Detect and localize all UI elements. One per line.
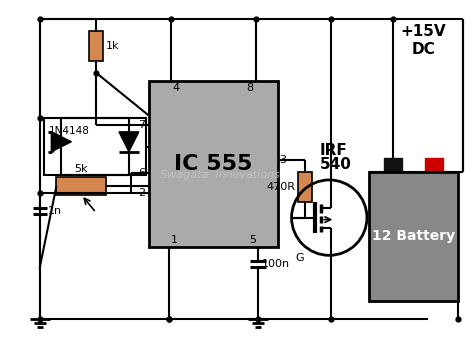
Text: 470R: 470R — [266, 182, 295, 192]
Text: 1k: 1k — [106, 41, 119, 51]
Text: 12 Battery: 12 Battery — [372, 229, 455, 244]
Polygon shape — [52, 132, 72, 152]
Bar — [426, 158, 443, 172]
Bar — [44, 118, 146, 175]
Bar — [89, 31, 103, 61]
Text: 540: 540 — [319, 157, 351, 172]
Text: 1N4148: 1N4148 — [48, 126, 90, 136]
Polygon shape — [119, 132, 139, 152]
Text: 5: 5 — [249, 235, 256, 245]
Text: 8: 8 — [247, 83, 254, 93]
Bar — [369, 172, 458, 301]
Bar — [384, 158, 401, 172]
Text: 1n: 1n — [47, 206, 62, 216]
Bar — [56, 177, 106, 195]
Bar — [149, 81, 278, 247]
Text: Swagata  Innovations: Swagata Innovations — [160, 170, 280, 180]
Text: 6: 6 — [139, 168, 146, 178]
Text: 4: 4 — [173, 83, 180, 93]
Text: 100n: 100n — [262, 259, 290, 269]
Text: DC: DC — [411, 42, 435, 56]
Text: G: G — [295, 253, 304, 264]
Text: 1: 1 — [171, 235, 178, 245]
Text: 7: 7 — [137, 120, 145, 130]
Text: IRF: IRF — [319, 143, 347, 158]
Text: 2: 2 — [138, 188, 146, 198]
Text: IC 555: IC 555 — [174, 154, 252, 174]
Text: +15V: +15V — [401, 24, 447, 39]
Text: 5k: 5k — [74, 164, 88, 174]
Bar — [299, 172, 312, 202]
Text: 3: 3 — [280, 155, 287, 165]
